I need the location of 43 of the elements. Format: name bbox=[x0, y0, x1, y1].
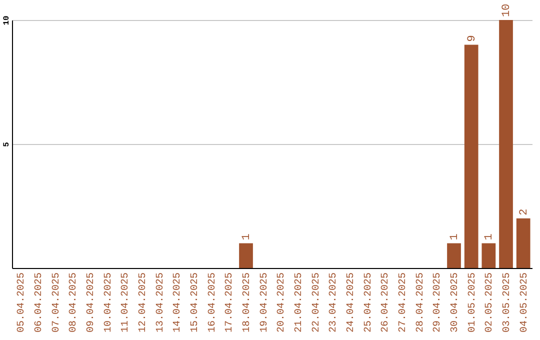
x-tick-label: 13.04.2025 bbox=[155, 272, 166, 333]
y-tick-label: 5 bbox=[2, 142, 12, 147]
bar bbox=[464, 44, 478, 268]
x-tick-label: 26.04.2025 bbox=[380, 272, 392, 333]
data-label: 2 bbox=[518, 208, 530, 216]
x-tick-label: 04.05.2025 bbox=[519, 272, 530, 333]
x-tick-label: 06.04.2025 bbox=[34, 272, 45, 333]
x-tick-label: 01.05.2025 bbox=[467, 272, 478, 333]
x-tick-label: 17.04.2025 bbox=[224, 272, 236, 333]
x-tick-label: 25.04.2025 bbox=[363, 272, 374, 333]
x-tick-label: 23.04.2025 bbox=[328, 272, 340, 333]
x-tick-label: 15.04.2025 bbox=[190, 272, 201, 333]
x-tick-label: 07.04.2025 bbox=[51, 272, 62, 333]
x-tick-label: 30.04.2025 bbox=[450, 272, 461, 333]
x-tick-label: 28.04.2025 bbox=[415, 272, 426, 333]
x-tick-label: 09.04.2025 bbox=[86, 272, 97, 333]
x-tick-label: 20.04.2025 bbox=[276, 272, 288, 333]
x-tick-label: 16.04.2025 bbox=[207, 272, 218, 333]
bar bbox=[516, 218, 530, 268]
bar bbox=[499, 20, 513, 268]
data-label: 10 bbox=[501, 4, 513, 17]
x-tick-label: 10.04.2025 bbox=[103, 272, 114, 333]
x-tick-label: 24.04.2025 bbox=[346, 272, 357, 333]
x-tick-label: 12.04.2025 bbox=[138, 272, 149, 333]
bar bbox=[447, 243, 461, 268]
x-tick-label: 14.04.2025 bbox=[172, 272, 184, 333]
bar bbox=[482, 243, 496, 268]
data-label: 1 bbox=[241, 233, 253, 240]
x-tick-label: 21.04.2025 bbox=[294, 272, 305, 333]
data-label: 1 bbox=[449, 233, 461, 240]
x-tick-label: 22.04.2025 bbox=[311, 272, 322, 333]
data-label: 1 bbox=[484, 233, 496, 240]
x-tick-label: 08.04.2025 bbox=[68, 272, 80, 333]
x-tick-label: 18.04.2025 bbox=[242, 272, 253, 333]
x-tick-label: 19.04.2025 bbox=[259, 272, 270, 333]
x-tick-label: 02.05.2025 bbox=[484, 272, 496, 333]
x-tick-label: 05.04.2025 bbox=[16, 272, 28, 333]
data-label: 9 bbox=[466, 35, 478, 42]
x-tick-label: 29.04.2025 bbox=[432, 272, 444, 333]
bar bbox=[239, 243, 253, 268]
x-tick-label: 27.04.2025 bbox=[398, 272, 409, 333]
x-tick-label: 03.05.2025 bbox=[502, 272, 513, 333]
x-tick-label: 11.04.2025 bbox=[120, 272, 132, 333]
